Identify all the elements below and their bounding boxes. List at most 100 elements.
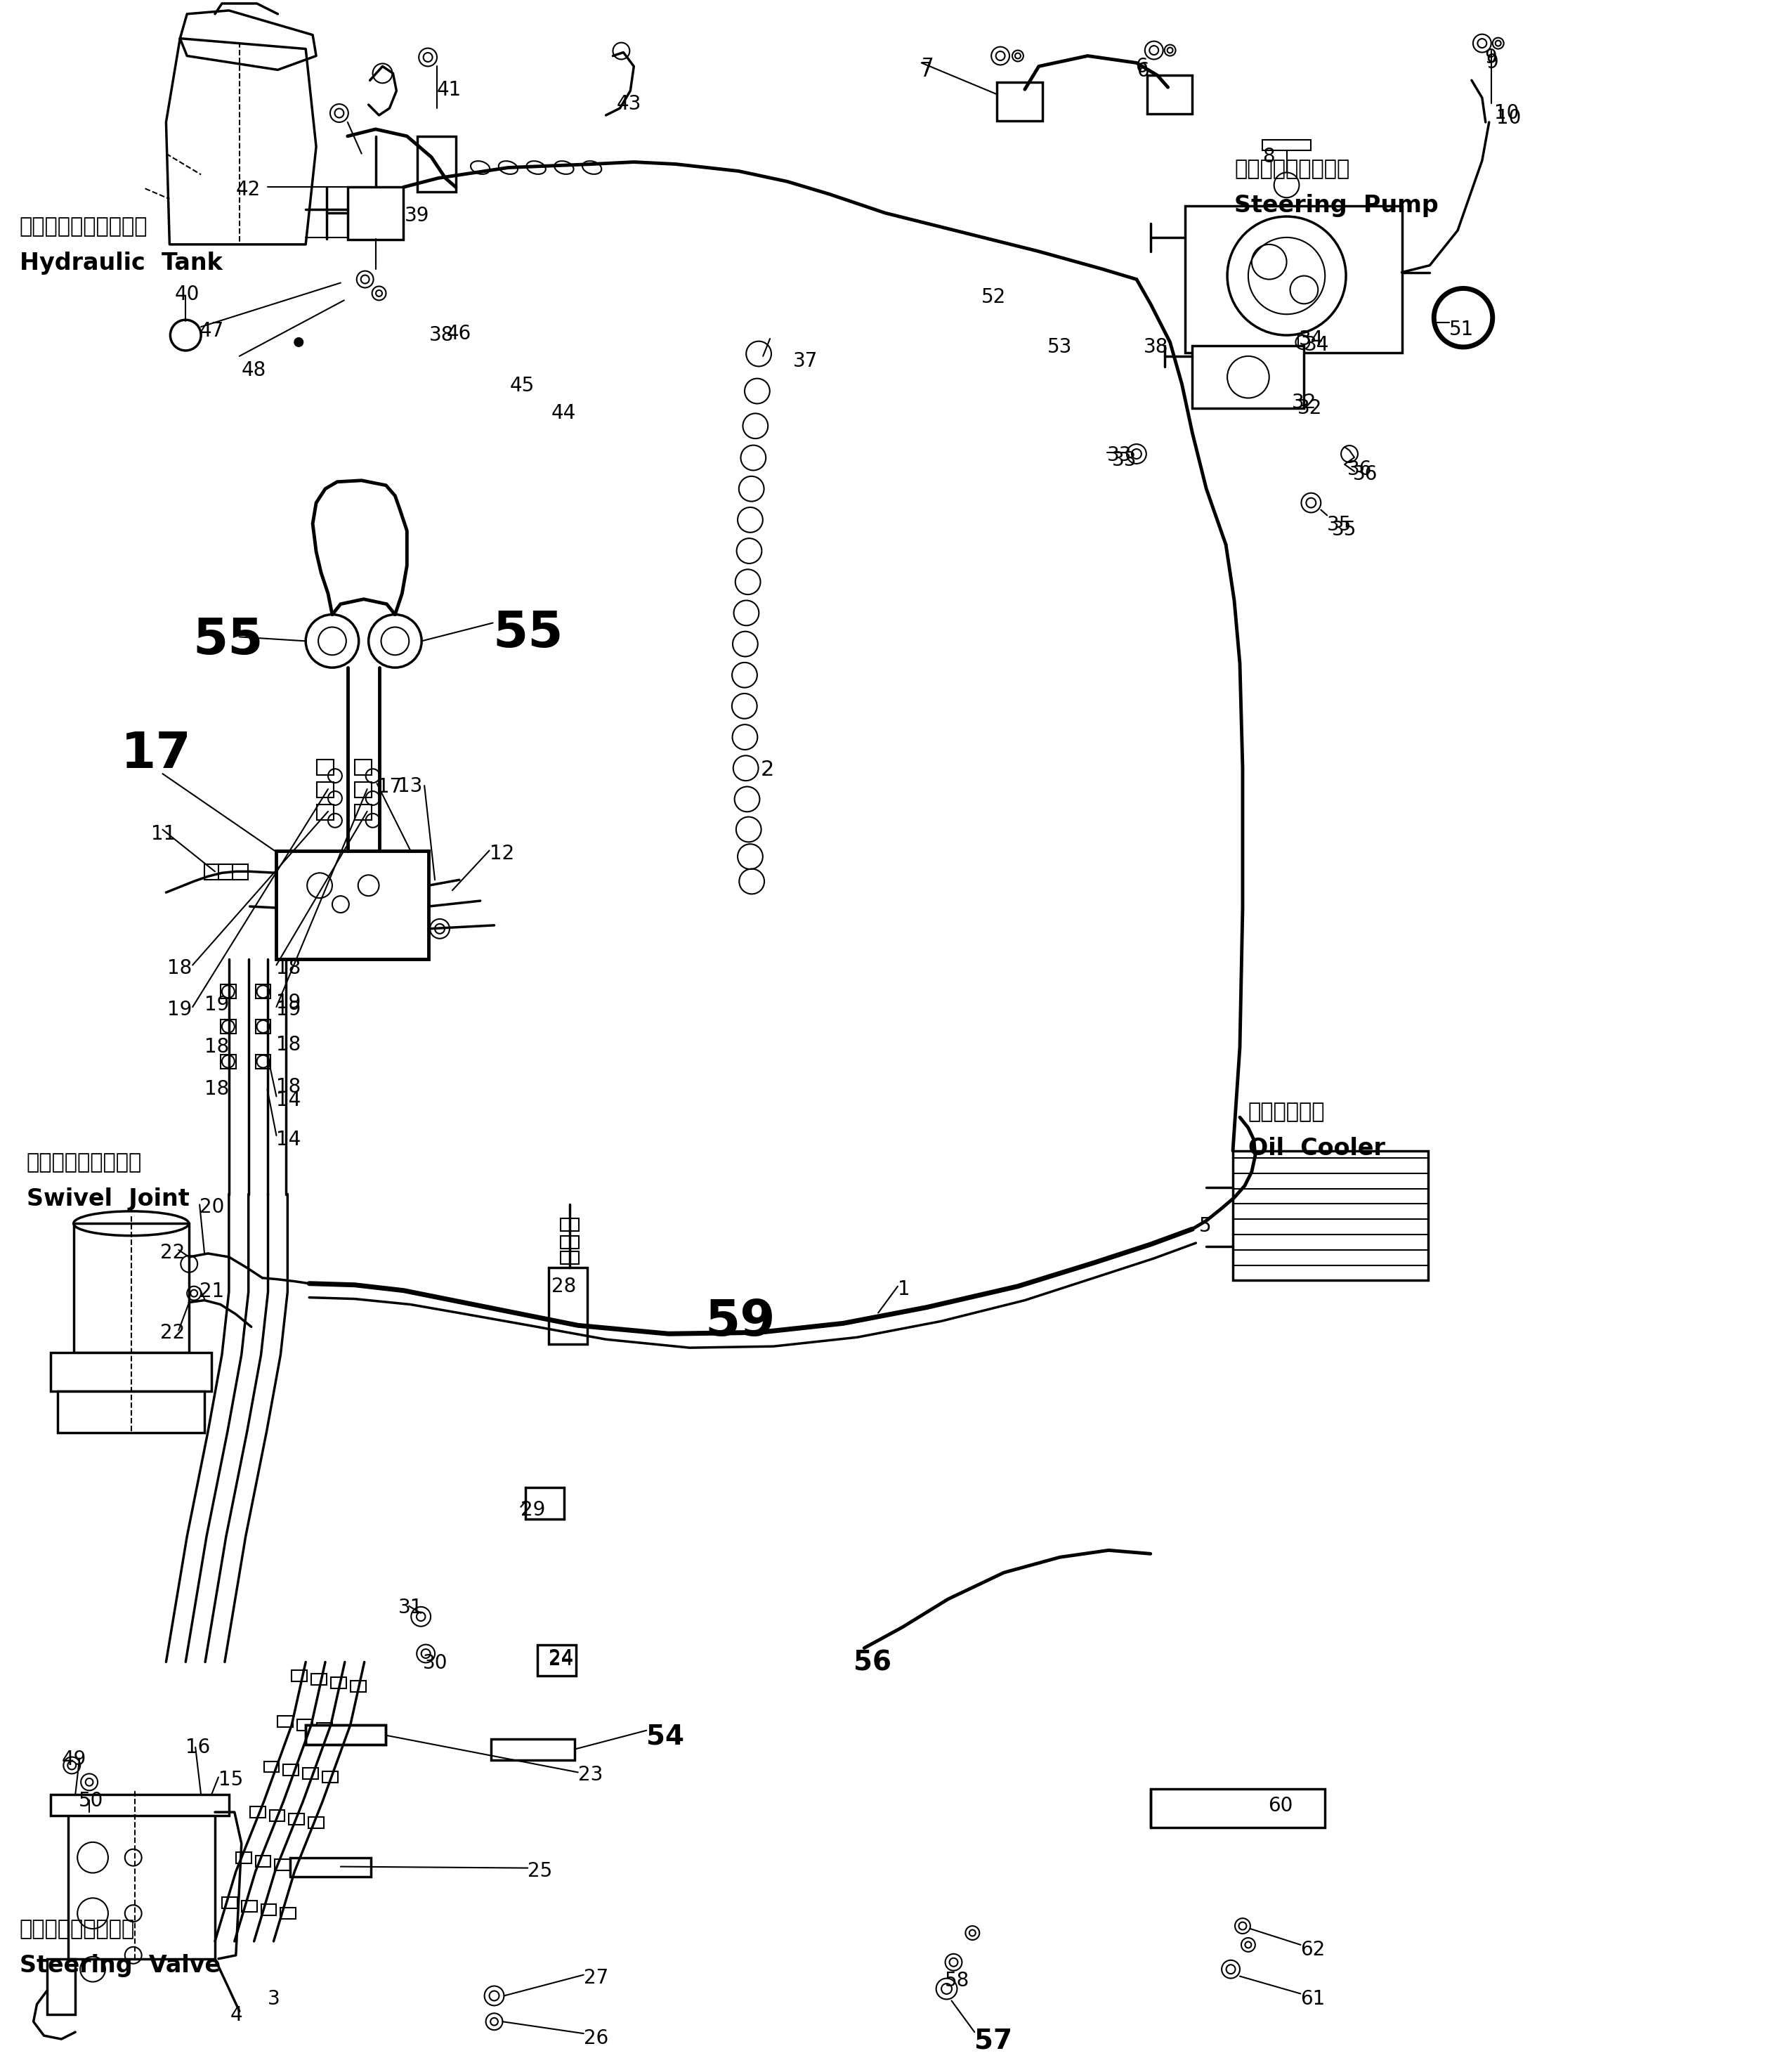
Text: 51: 51 xyxy=(1450,319,1475,340)
Text: 32: 32 xyxy=(1297,397,1322,418)
Bar xyxy=(294,1862,310,1873)
Text: 18: 18 xyxy=(276,959,301,978)
Text: 13: 13 xyxy=(398,776,423,796)
Bar xyxy=(237,1852,251,1862)
Text: 54: 54 xyxy=(647,1723,685,1749)
Bar xyxy=(418,136,455,191)
Text: 25: 25 xyxy=(527,1860,552,1881)
Bar xyxy=(355,805,371,819)
Text: 38: 38 xyxy=(430,325,453,346)
Text: 10: 10 xyxy=(1495,103,1520,123)
Bar xyxy=(50,1795,229,1815)
Text: 19: 19 xyxy=(276,994,301,1013)
Text: 57: 57 xyxy=(975,2027,1012,2054)
Text: 3: 3 xyxy=(267,1988,280,2009)
Text: オイルクーラ: オイルクーラ xyxy=(1249,1101,1324,1122)
Text: 27: 27 xyxy=(584,1967,607,1988)
Bar xyxy=(220,984,237,998)
Text: 33: 33 xyxy=(1107,445,1133,465)
Text: 14: 14 xyxy=(276,1130,301,1150)
Text: 9: 9 xyxy=(1486,51,1498,72)
Bar xyxy=(538,1644,575,1675)
Text: 29: 29 xyxy=(521,1500,545,1519)
Bar xyxy=(47,1959,75,2015)
Bar xyxy=(256,1019,271,1033)
Text: 43: 43 xyxy=(616,95,642,113)
Text: 39: 39 xyxy=(405,206,430,226)
Bar xyxy=(561,1237,579,1249)
Text: 18: 18 xyxy=(204,1037,229,1056)
Text: 11: 11 xyxy=(151,823,176,844)
Text: 22: 22 xyxy=(161,1243,185,1264)
Text: 50: 50 xyxy=(79,1790,104,1811)
Bar xyxy=(548,1268,588,1344)
Bar xyxy=(355,759,371,776)
Bar xyxy=(355,782,371,799)
Text: 6: 6 xyxy=(1134,58,1147,76)
Bar xyxy=(73,1222,190,1352)
Bar xyxy=(317,759,333,776)
Text: 7: 7 xyxy=(921,58,934,76)
Text: 19: 19 xyxy=(204,996,229,1015)
Text: 24: 24 xyxy=(548,1648,573,1669)
Text: 18: 18 xyxy=(204,1078,229,1099)
Text: スイベルジョイント: スイベルジョイント xyxy=(27,1152,142,1173)
Bar xyxy=(262,1904,276,1916)
Text: 49: 49 xyxy=(61,1749,86,1770)
Bar xyxy=(303,1768,319,1780)
Text: 40: 40 xyxy=(174,284,199,305)
Bar xyxy=(1150,1788,1324,1828)
Bar xyxy=(278,1716,294,1727)
Text: 6: 6 xyxy=(1136,62,1149,80)
Bar xyxy=(256,984,271,998)
Text: 19: 19 xyxy=(276,1000,301,1019)
Bar xyxy=(525,1488,564,1519)
Bar xyxy=(222,1897,237,1908)
Bar xyxy=(317,805,333,819)
Bar xyxy=(68,1813,215,1959)
Circle shape xyxy=(294,338,303,346)
Text: 45: 45 xyxy=(509,377,534,395)
Text: Hydraulic  Tank: Hydraulic Tank xyxy=(20,251,222,274)
Bar xyxy=(1262,140,1312,150)
Text: 36: 36 xyxy=(1353,465,1378,484)
Bar xyxy=(249,1807,265,1817)
Bar xyxy=(220,1019,237,1033)
Text: 56: 56 xyxy=(853,1648,892,1675)
Text: 34: 34 xyxy=(1299,329,1322,350)
Text: 20: 20 xyxy=(199,1198,224,1216)
Text: 34: 34 xyxy=(1305,335,1330,354)
Text: Swivel  Joint: Swivel Joint xyxy=(27,1187,190,1210)
Text: 55: 55 xyxy=(192,615,263,665)
Text: 46: 46 xyxy=(446,323,471,344)
Bar xyxy=(263,1762,280,1772)
Text: ステアリングバルブ: ステアリングバルブ xyxy=(20,1918,134,1939)
Bar xyxy=(204,864,220,881)
Text: 30: 30 xyxy=(423,1655,448,1673)
Bar xyxy=(306,1725,385,1745)
Bar xyxy=(290,1858,371,1877)
Text: 53: 53 xyxy=(1047,338,1072,356)
Circle shape xyxy=(613,43,629,60)
Bar xyxy=(219,864,233,881)
Text: 17: 17 xyxy=(376,778,401,796)
Text: 52: 52 xyxy=(982,288,1007,307)
Bar xyxy=(292,1671,306,1681)
Text: 59: 59 xyxy=(704,1297,776,1346)
Text: 61: 61 xyxy=(1301,1988,1326,2009)
Bar xyxy=(312,1673,326,1686)
Text: 7: 7 xyxy=(919,62,932,80)
Bar xyxy=(561,1218,579,1231)
Text: 14: 14 xyxy=(276,1091,301,1111)
Text: 31: 31 xyxy=(398,1597,423,1618)
Text: 19: 19 xyxy=(167,1000,192,1019)
Bar xyxy=(256,1054,271,1068)
Text: 16: 16 xyxy=(186,1737,210,1758)
Text: 28: 28 xyxy=(552,1276,577,1297)
Text: 38: 38 xyxy=(1143,338,1168,356)
Text: 36: 36 xyxy=(1348,459,1373,480)
Text: 8: 8 xyxy=(1262,146,1274,167)
Text: 62: 62 xyxy=(1301,1941,1326,1959)
Bar xyxy=(351,1681,366,1692)
Text: 42: 42 xyxy=(237,181,260,200)
